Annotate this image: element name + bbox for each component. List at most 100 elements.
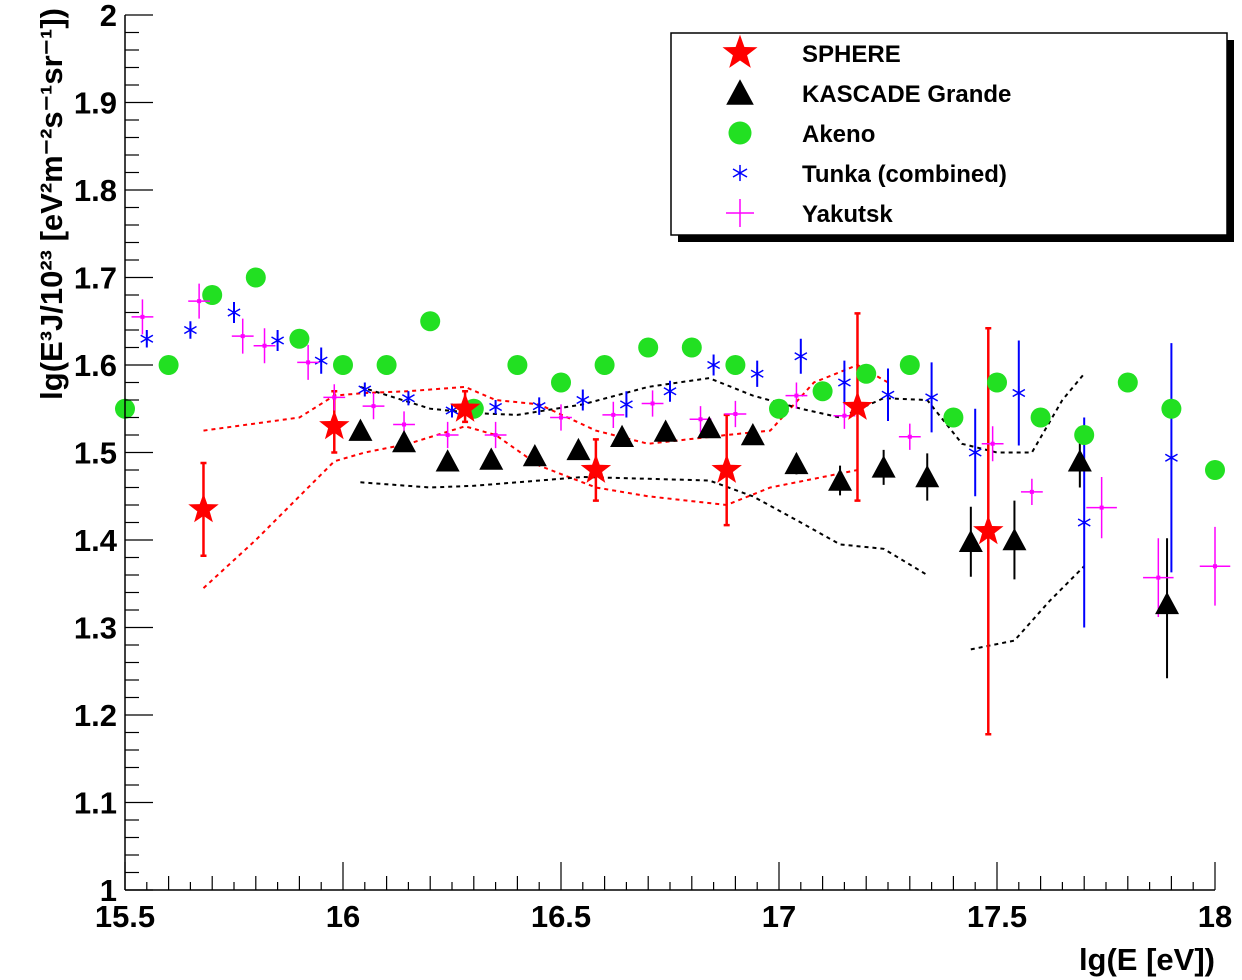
x-tick-label: 17 [762,899,796,934]
circle-marker [158,355,179,375]
asterisk-marker [183,323,197,337]
circle-marker [1030,407,1051,428]
asterisk-marker [401,391,415,406]
triangle-marker [726,79,754,105]
point-dot [332,395,337,400]
legend-label: Yakutsk [802,201,893,228]
yakutsk-point [550,404,572,431]
circle-marker [333,355,353,375]
circle-marker [1205,460,1225,480]
circle-marker [1074,425,1095,445]
triangle-marker [828,468,853,491]
point-dot [794,393,799,398]
y-tick-label: 1.3 [74,611,117,646]
asterisk-marker [489,400,503,414]
triangle-marker [915,465,940,488]
point-dot [1029,489,1034,494]
asterisk-marker [881,387,895,402]
yakutsk-point [188,283,211,319]
yakutsk-point [297,344,320,380]
y-tick-label: 1.9 [74,86,117,121]
circle-marker [420,311,441,332]
x-tick-label: 15.5 [95,899,155,934]
y-tick-label: 1.1 [74,786,117,821]
yakutsk-point [362,393,385,420]
triangle-marker [871,455,896,478]
yakutsk-point [1199,526,1231,606]
x-axis-title: lg(E [eV]) [1079,942,1215,977]
triangle-marker [697,416,722,439]
yakutsk-point [484,421,507,449]
asterisk-marker [732,164,748,182]
legend-entry: Akeno [728,121,875,148]
star-marker [319,410,350,440]
asterisk-marker [837,375,851,390]
asterisk-marker [1012,386,1026,400]
error-bars [145,302,1173,736]
circle-marker [594,355,615,375]
asterisk-marker [619,397,633,412]
circle-marker [507,355,528,375]
point-dot [1156,575,1161,580]
point-dot [907,434,912,439]
circle-marker [638,337,659,358]
triangle-marker [1002,528,1027,551]
yakutsk-point [323,384,346,411]
x-tick-label: 16.5 [531,899,591,934]
asterisk-marker [663,384,677,399]
y-tick-label: 1.5 [74,436,117,471]
circle-marker [987,372,1007,393]
triangle-marker [435,449,460,472]
band-line [202,425,858,589]
point-dot [733,412,738,416]
circle-marker [1161,398,1182,419]
circle-marker [1117,372,1138,393]
point-dot [306,360,311,365]
point-dot [445,433,450,437]
yakutsk-point [1143,538,1174,617]
star-marker [580,454,612,483]
legend-entry: Tunka (combined) [732,161,1007,188]
triangle-marker [784,451,809,475]
legend-label: SPHERE [802,41,901,68]
asterisk-marker [271,333,285,348]
circle-marker [202,285,223,305]
circle-marker [769,398,789,419]
yakutsk-point [436,421,459,449]
circle-marker [551,372,571,393]
legend-box [670,32,1228,236]
circle-marker [245,267,266,288]
band-line [360,475,928,576]
point-dot [262,343,267,348]
y-tick-label: 1.6 [74,348,117,383]
triangle-marker [566,437,591,461]
circle-marker [725,355,746,375]
asterisk-marker [1164,450,1178,465]
star-marker [973,515,1004,545]
asterisk-marker [925,390,939,405]
x-tick-label: 18 [1198,899,1232,934]
triangle-marker [1067,449,1092,472]
star-marker [842,391,873,420]
star-marker [188,493,219,523]
legend-entry: Yakutsk [726,199,893,228]
triangle-marker [479,447,504,470]
yakutsk-point [724,400,747,428]
point-dot [650,401,655,406]
y-tick-label: 1 [100,873,117,908]
triangle-marker [610,424,635,447]
star-marker [711,454,742,483]
asterisk-marker [576,393,590,407]
triangle-marker [348,418,373,441]
x-tick-label: 17.5 [967,899,1027,934]
asterisk-marker [968,445,982,460]
yakutsk-point [1086,477,1117,539]
circle-marker [856,363,877,384]
data-markers [115,267,1231,617]
circle-marker [289,328,310,349]
circle-marker [812,381,833,402]
asterisk-marker [750,366,764,381]
triangle-marker [653,419,678,442]
point-dot [197,299,202,304]
